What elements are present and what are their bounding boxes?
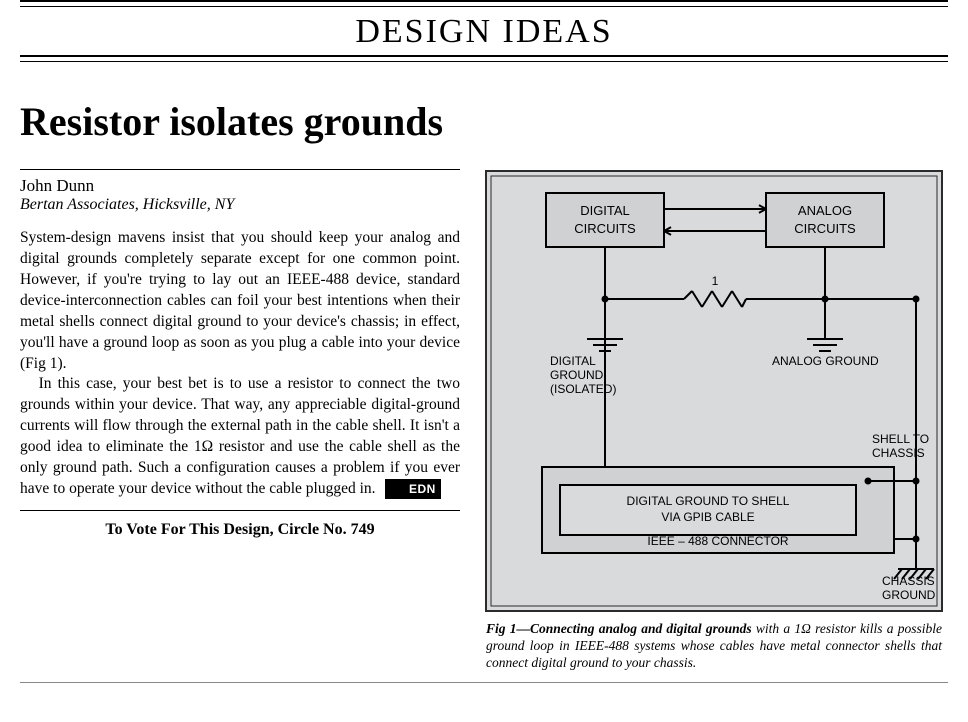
section-title: DESIGN IDEAS (20, 13, 948, 51)
top-rule-2 (20, 55, 948, 62)
svg-text:GROUND: GROUND (550, 368, 604, 382)
svg-text:CIRCUITS: CIRCUITS (574, 221, 636, 236)
byline-rule (20, 169, 460, 170)
svg-text:CIRCUITS: CIRCUITS (794, 221, 856, 236)
end-rule (20, 510, 460, 511)
text-column: John Dunn Bertan Associates, Hicksville,… (20, 169, 460, 539)
svg-text:DIGITAL: DIGITAL (550, 354, 596, 368)
author-affiliation: Bertan Associates, Hicksville, NY (20, 196, 460, 214)
paragraph: System-design mavens insist that you sho… (20, 228, 460, 374)
bottom-rule (20, 682, 948, 683)
section-header: DESIGN IDEAS (20, 7, 948, 55)
svg-text:1: 1 (712, 274, 719, 288)
svg-text:DIGITAL GROUND TO SHELL: DIGITAL GROUND TO SHELL (627, 494, 790, 508)
svg-text:GROUND: GROUND (882, 588, 936, 602)
vote-line: To Vote For This Design, Circle No. 749 (20, 521, 460, 539)
figure-caption: Fig 1—Connecting analog and digital grou… (486, 621, 942, 672)
svg-text:ANALOG: ANALOG (798, 203, 852, 218)
body-copy: System-design mavens insist that you sho… (20, 228, 460, 500)
figure-column: DIGITALCIRCUITSANALOGCIRCUITS1DIGITALGRO… (484, 169, 944, 672)
svg-text:VIA GPIB CABLE: VIA GPIB CABLE (661, 510, 754, 524)
figure-svg: DIGITALCIRCUITSANALOGCIRCUITS1DIGITALGRO… (484, 169, 944, 613)
svg-text:CHASSIS: CHASSIS (882, 574, 935, 588)
figure-box: DIGITALCIRCUITSANALOGCIRCUITS1DIGITALGRO… (484, 169, 944, 613)
article-title: Resistor isolates grounds (20, 98, 948, 145)
svg-text:(ISOLATED): (ISOLATED) (550, 382, 616, 396)
author-name: John Dunn (20, 176, 460, 196)
columns: John Dunn Bertan Associates, Hicksville,… (20, 169, 948, 672)
svg-text:SHELL TO: SHELL TO (872, 432, 929, 446)
publication-logo: EDN (385, 479, 440, 499)
paragraph: In this case, your best bet is to use a … (20, 374, 460, 500)
top-rule (20, 0, 948, 7)
svg-text:ANALOG GROUND: ANALOG GROUND (772, 354, 879, 368)
svg-text:CHASSIS: CHASSIS (872, 446, 925, 460)
caption-lead: Fig 1—Connecting analog and digital grou… (486, 621, 752, 636)
svg-text:IEEE – 488 CONNECTOR: IEEE – 488 CONNECTOR (647, 534, 788, 548)
page: DESIGN IDEAS Resistor isolates grounds J… (0, 0, 968, 722)
svg-text:DIGITAL: DIGITAL (580, 203, 630, 218)
